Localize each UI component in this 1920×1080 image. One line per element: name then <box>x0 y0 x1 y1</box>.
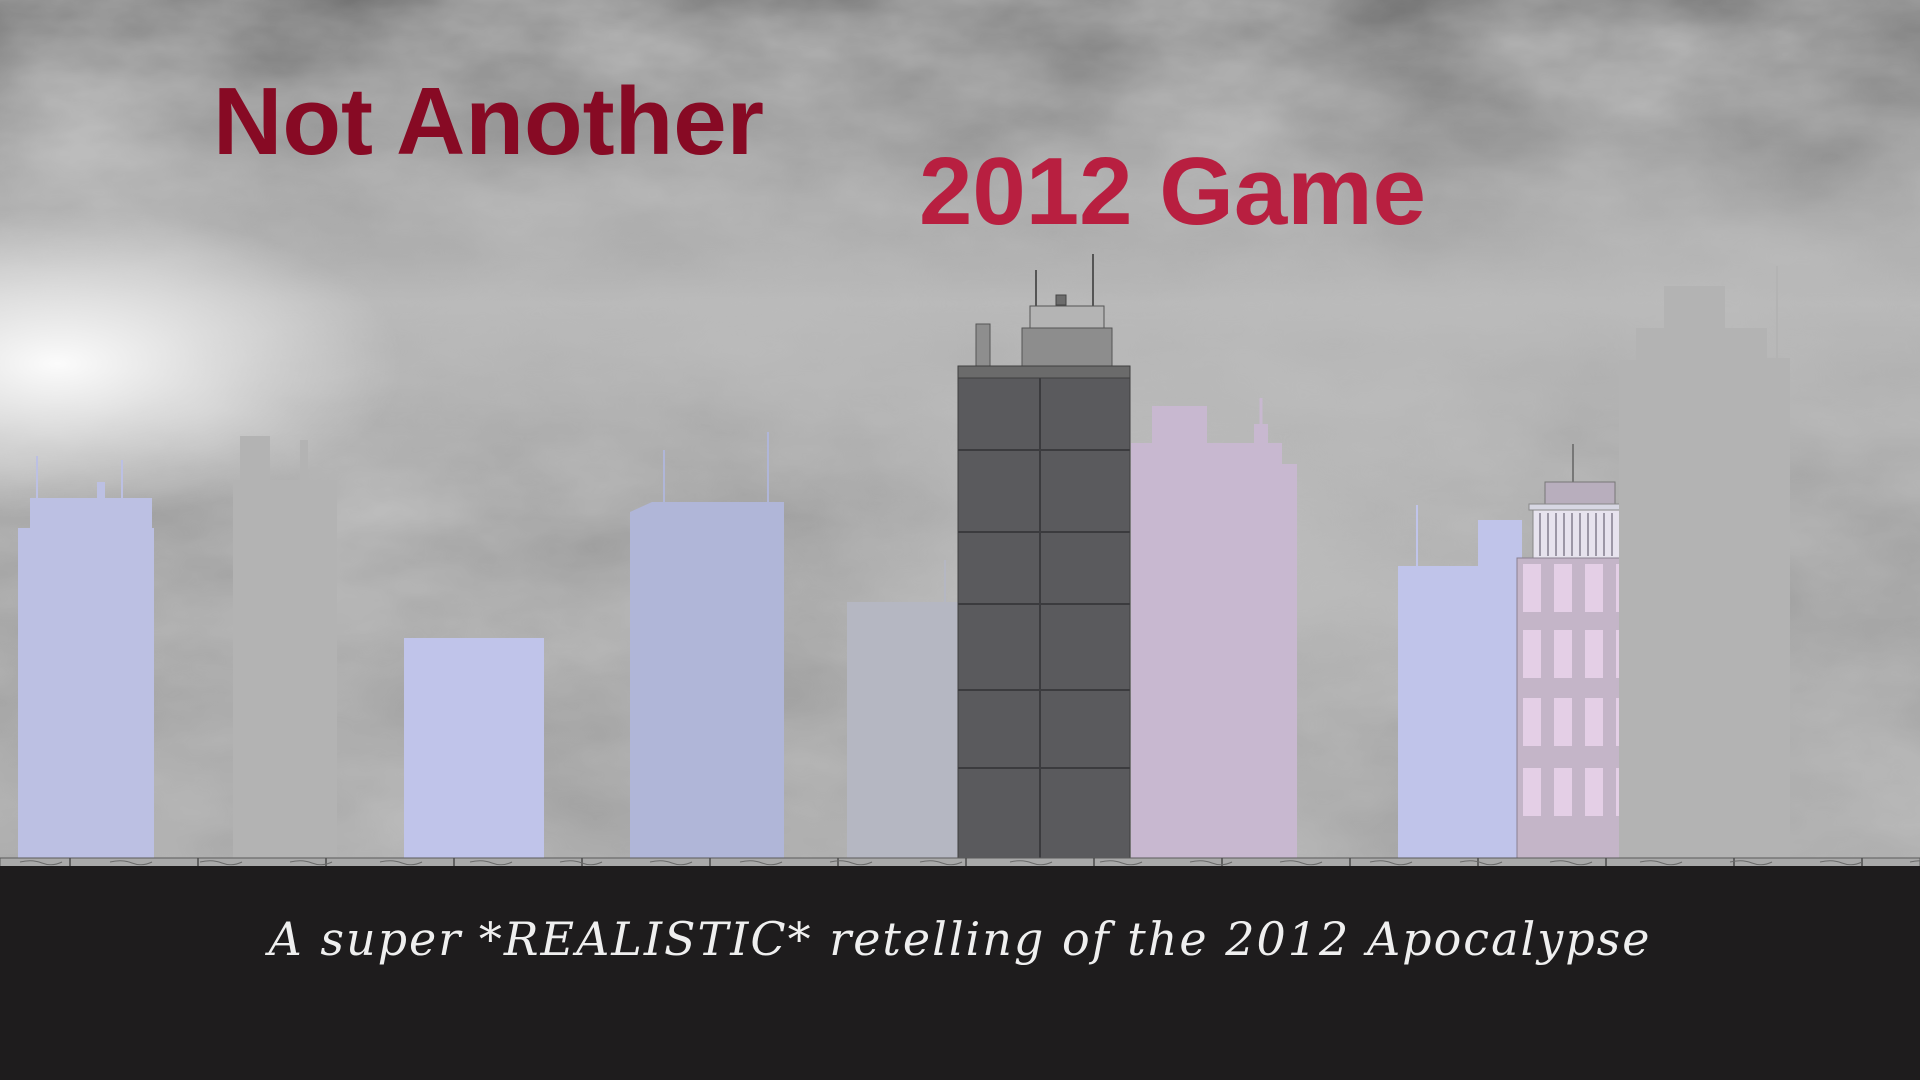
building-blue-left <box>18 456 154 858</box>
city-skyline <box>0 254 1920 866</box>
title-not-another: Not Another <box>213 68 765 175</box>
building-purple <box>1131 398 1297 858</box>
building-gray-left <box>233 436 337 858</box>
building-blue-right <box>1398 505 1522 858</box>
building-gray-tall-right <box>1619 266 1790 858</box>
title-2012-game: 2012 Game <box>919 138 1427 245</box>
ground-band: A super *REALISTIC* retelling of the 201… <box>0 866 1920 1080</box>
building-gray-low <box>847 560 959 858</box>
building-dark-tower <box>957 254 1131 859</box>
building-blue-short <box>404 638 544 858</box>
sidewalk <box>0 857 1920 866</box>
building-blue-middle <box>630 432 784 858</box>
tagline: A super *REALISTIC* retelling of the 201… <box>268 912 1652 966</box>
